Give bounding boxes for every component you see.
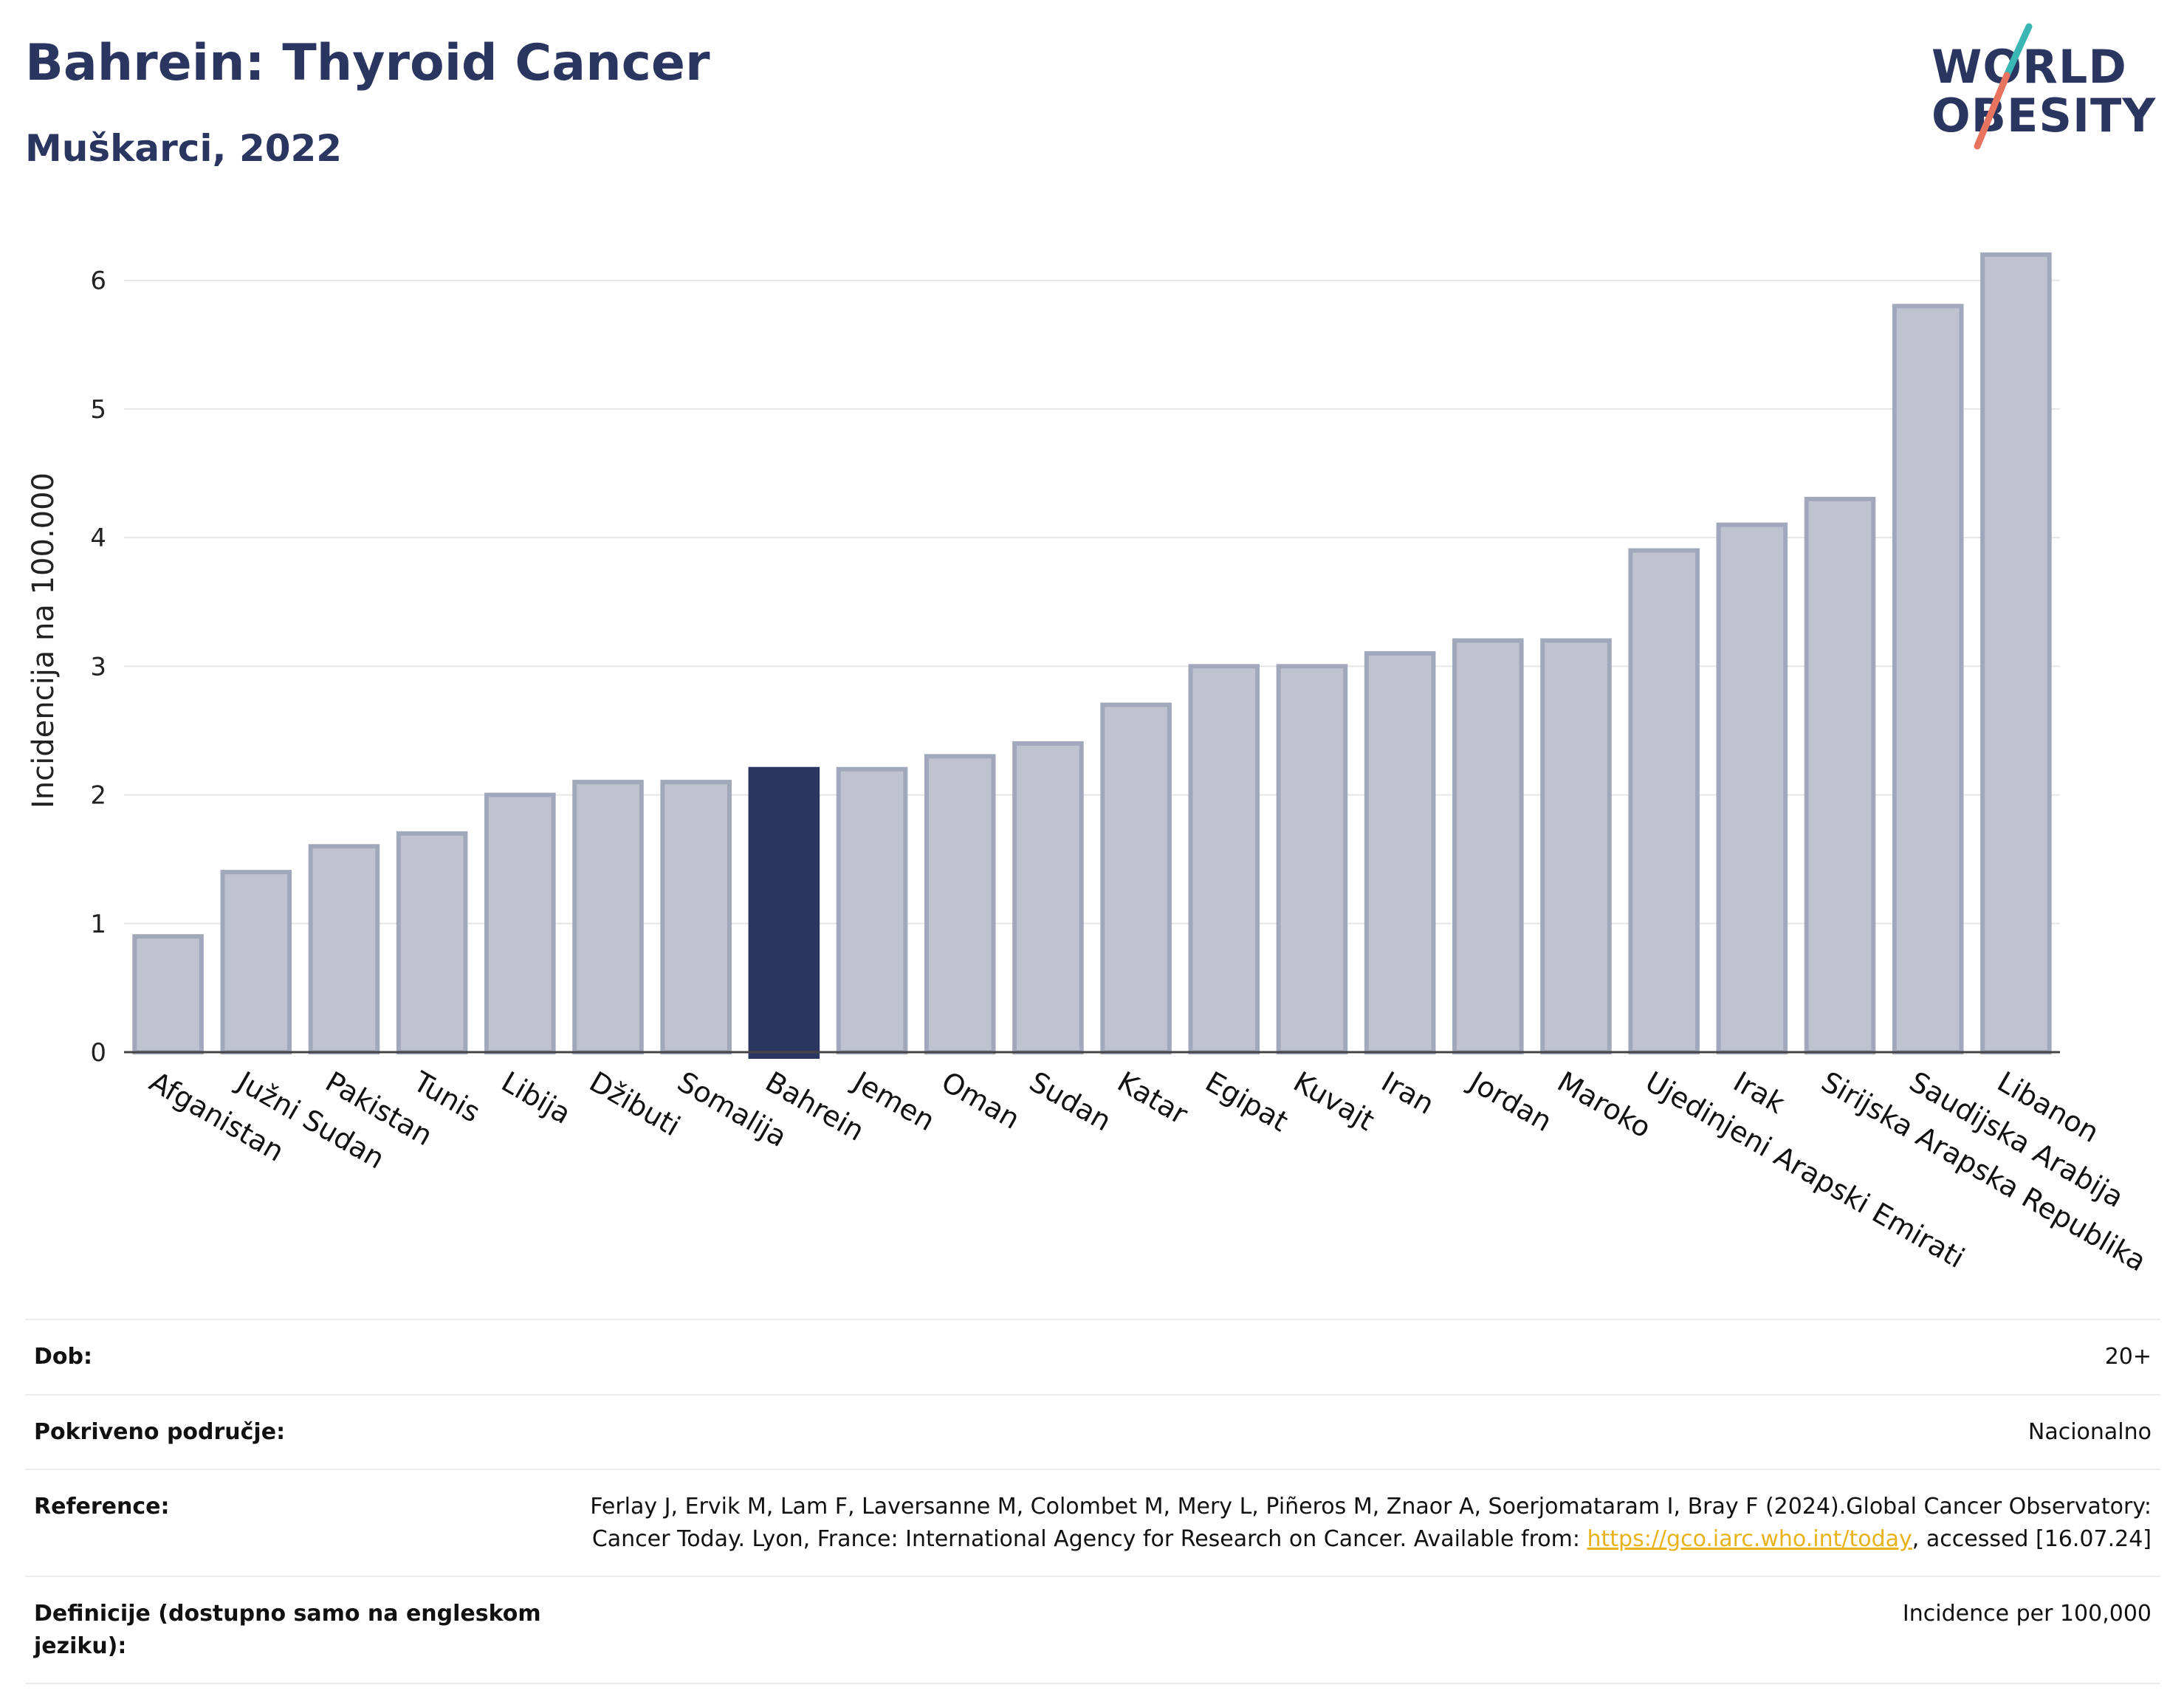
- info-row-age: Dob: 20+: [25, 1319, 2160, 1394]
- page-title: Bahrein: Thyroid Cancer: [25, 34, 710, 92]
- bar: [924, 754, 996, 1054]
- world-obesity-logo: WORLD OBESITY: [1927, 22, 2171, 155]
- x-tick-label: Iran: [1376, 1065, 1440, 1121]
- page-subtitle: Muškarci, 2022: [25, 127, 343, 170]
- reference-suffix: , accessed [16.07.24]: [1912, 1525, 2152, 1552]
- y-tick-label: 4: [90, 523, 106, 553]
- bar: [132, 934, 204, 1054]
- reference-label: Reference:: [34, 1494, 170, 1520]
- bar: [1188, 664, 1260, 1054]
- info-row-reference: Reference: Ferlay J, Ervik M, Lam F, Lav…: [25, 1469, 2160, 1576]
- x-tick-label: Jordan: [1463, 1065, 1557, 1139]
- y-tick-label: 5: [90, 395, 106, 425]
- coverage-label: Pokriveno područje:: [34, 1418, 286, 1445]
- x-tick-label: Katar: [1112, 1065, 1193, 1131]
- x-tick-label: Maroko: [1552, 1065, 1657, 1144]
- bar: [1100, 702, 1172, 1054]
- bar: [1892, 303, 1964, 1054]
- bar: [1980, 252, 2052, 1054]
- reference-text: Ferlay J, Ervik M, Lam F, Laversanne M, …: [590, 1494, 2152, 1552]
- definitions-value: Incidence per 100,000: [1902, 1601, 2152, 1627]
- x-tick-label: Egipat: [1200, 1065, 1294, 1139]
- definitions-label: Definicije (dostupno samo na engleskom j…: [34, 1601, 541, 1659]
- bar: [220, 870, 292, 1054]
- bar: [1364, 650, 1436, 1054]
- x-tick-label: Džibuti: [584, 1065, 686, 1143]
- logo-line-1: WORLD: [1931, 40, 2127, 94]
- logo-slash-icon: [1974, 23, 2033, 150]
- bar: [1628, 548, 1700, 1054]
- bar: [308, 844, 380, 1054]
- age-value: 20+: [2104, 1344, 2152, 1370]
- y-tick-label: 3: [90, 652, 106, 682]
- x-tick-label: Sudan: [1024, 1065, 1117, 1138]
- bar: [1012, 741, 1084, 1054]
- bar: [396, 831, 468, 1054]
- bar: [1276, 664, 1348, 1054]
- bar: [836, 766, 908, 1054]
- coverage-value: Nacionalno: [2027, 1418, 2152, 1445]
- reference-link[interactable]: https://gco.iarc.who.int/today: [1587, 1525, 1912, 1552]
- age-label: Dob:: [34, 1344, 92, 1370]
- bar: [1716, 522, 1788, 1054]
- bar: [660, 780, 732, 1054]
- bar: [1540, 638, 1612, 1054]
- reference-value: Ferlay J, Ervik M, Lam F, Laversanne M, …: [564, 1491, 2152, 1555]
- bar: [1804, 496, 1876, 1054]
- x-tick-label: Oman: [936, 1065, 1026, 1136]
- y-axis-title: Incidencija na 100.000: [27, 473, 61, 808]
- bar: [484, 792, 556, 1054]
- y-tick-label: 2: [90, 781, 106, 811]
- y-tick-label: 1: [90, 910, 106, 939]
- bar-highlighted: [748, 766, 820, 1059]
- x-tick-label: Libija: [496, 1065, 577, 1130]
- x-tick-label: Kuvajt: [1288, 1065, 1379, 1137]
- y-tick-label: 0: [90, 1038, 106, 1068]
- info-row-definitions: Definicije (dostupno samo na engleskom j…: [25, 1576, 2160, 1684]
- logo-line-2: OBESITY: [1931, 89, 2157, 143]
- bar: [1452, 638, 1524, 1054]
- info-table: Dob: 20+ Pokriveno područje: Nacionalno …: [25, 1319, 2160, 1684]
- bar: [572, 780, 644, 1054]
- y-tick-label: 6: [90, 267, 106, 296]
- info-row-coverage: Pokriveno područje: Nacionalno: [25, 1393, 2160, 1469]
